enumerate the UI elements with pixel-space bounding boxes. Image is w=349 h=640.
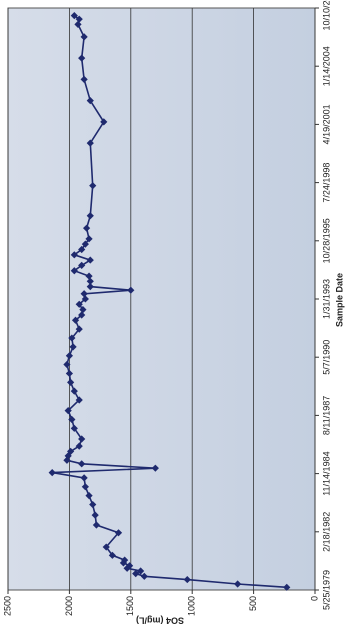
data-point (132, 570, 140, 578)
data-point (78, 460, 86, 468)
y-tick-label: 1500 (125, 596, 135, 616)
data-point (74, 20, 82, 29)
data-point (68, 415, 76, 424)
data-point (86, 97, 94, 105)
data-point (63, 456, 71, 464)
y-tick-label: 500 (248, 596, 258, 611)
data-point (78, 245, 86, 254)
data-point (86, 139, 94, 147)
data-point (75, 442, 83, 450)
x-tick-label: 11/14/1984 (321, 451, 331, 495)
data-point (114, 529, 123, 537)
data-point (75, 325, 83, 333)
data-point (70, 251, 78, 259)
x-tick-label: 5/25/1979 (321, 570, 331, 610)
data-point (63, 360, 71, 369)
data-point (69, 343, 77, 351)
data-point (151, 464, 159, 472)
data-point (91, 511, 99, 519)
x-tick-label: 8/11/1987 (321, 396, 331, 435)
data-point (67, 447, 75, 455)
y-tick-label: 1000 (187, 596, 197, 616)
data-point (86, 256, 94, 264)
data-point (102, 543, 110, 551)
data-point (78, 311, 86, 319)
data-point (65, 369, 73, 378)
x-axis-title: Sample Date (334, 273, 344, 327)
data-point (80, 290, 88, 298)
data-point (85, 272, 93, 280)
data-point (81, 483, 89, 491)
data-point (70, 12, 78, 20)
data-point (70, 424, 78, 432)
data-point (78, 435, 86, 443)
data-point (81, 295, 89, 303)
x-tick-label: 1/14/2004 (321, 46, 331, 86)
x-tick-label: 10/10/2006 (321, 0, 331, 31)
data-point (86, 212, 94, 220)
data-point (48, 469, 56, 477)
data-point (140, 572, 148, 580)
data-point (79, 306, 87, 314)
data-point (68, 334, 76, 342)
data-point (64, 407, 72, 415)
data-point (81, 240, 89, 248)
data-point (67, 378, 75, 386)
data-point (127, 286, 135, 294)
data-point (82, 224, 91, 232)
data-point (100, 118, 108, 126)
data-point (121, 556, 129, 564)
data-point (89, 182, 97, 190)
x-tick-label: 7/24/1998 (321, 163, 331, 203)
data-point (89, 500, 97, 509)
x-tick-label: 4/19/2001 (321, 104, 331, 144)
data-point (75, 15, 83, 23)
data-point (80, 33, 88, 41)
data-point (85, 235, 93, 243)
data-point (86, 283, 94, 291)
x-tick-label: 2/18/1982 (321, 512, 331, 552)
y-tick-label: 2000 (64, 596, 74, 616)
data-point (137, 567, 145, 575)
data-point (78, 54, 86, 62)
data-point (75, 396, 83, 404)
data-point (75, 300, 83, 308)
x-tick-label: 5/7/1990 (321, 340, 331, 375)
data-point (85, 492, 93, 500)
data-point (108, 551, 116, 559)
data-point (70, 387, 78, 395)
data-point (92, 521, 101, 529)
data-point (71, 316, 80, 324)
data-point (78, 261, 86, 269)
y-axis-title: SO4 (mg/L) (136, 616, 184, 626)
y-tick-label: 2500 (2, 596, 12, 616)
data-point (86, 277, 94, 285)
x-tick-label: 1/31/1993 (321, 279, 331, 319)
plot-area (7, 7, 316, 591)
data-point (80, 75, 88, 84)
y-tick-label: 0 (309, 596, 319, 601)
data-point (70, 267, 78, 275)
x-tick-label: 10/28/1995 (321, 218, 331, 263)
data-point (65, 352, 73, 360)
data-point (80, 474, 88, 482)
data-point (125, 562, 134, 570)
